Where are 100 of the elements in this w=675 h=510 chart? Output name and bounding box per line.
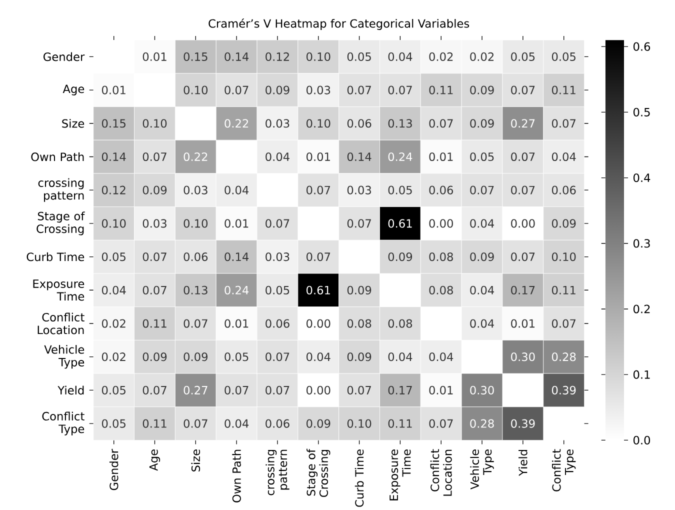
data-label: 0.02 bbox=[470, 52, 494, 62]
data-label: 0.12 bbox=[266, 52, 289, 62]
data-label: 0.07 bbox=[429, 419, 453, 428]
data-label: 0.04 bbox=[552, 152, 576, 162]
color-bar-label: 0.6 bbox=[633, 42, 650, 52]
data-label: 0.22 bbox=[184, 152, 208, 162]
y-tick-label: Conflict Location bbox=[38, 312, 84, 334]
data-label: 0.28 bbox=[470, 419, 494, 428]
y-tick-label: Size bbox=[62, 119, 84, 128]
data-label: 0.01 bbox=[429, 386, 453, 395]
data-label: 0.06 bbox=[266, 319, 290, 328]
data-label: 0.01 bbox=[142, 52, 166, 62]
data-label: 0.07 bbox=[142, 252, 166, 262]
data-label: 0.04 bbox=[224, 186, 249, 195]
data-label: 0.39 bbox=[511, 419, 535, 428]
data-label: 0.02 bbox=[429, 52, 453, 62]
data-label: 0.02 bbox=[102, 319, 126, 328]
data-label: 0.05 bbox=[511, 52, 535, 62]
color-bar-label: 0.4 bbox=[633, 174, 650, 182]
data-label: 0.07 bbox=[142, 286, 166, 295]
x-tick-label: Yield bbox=[518, 450, 528, 476]
data-label: 0.07 bbox=[511, 152, 535, 162]
data-label: 0.04 bbox=[266, 152, 290, 162]
data-label: 0.07 bbox=[184, 419, 208, 428]
data-label: 0.15 bbox=[184, 52, 208, 62]
x-tick-label: Age bbox=[149, 450, 160, 471]
data-label: 0.09 bbox=[142, 186, 167, 195]
data-label: 0.08 bbox=[388, 319, 412, 328]
data-label: 0.05 bbox=[224, 352, 248, 362]
data-label: 0.04 bbox=[388, 352, 412, 362]
data-label: 0.10 bbox=[184, 86, 208, 95]
data-label: 0.00 bbox=[306, 319, 330, 328]
data-label: 0.06 bbox=[184, 252, 208, 262]
data-label: 0.09 bbox=[470, 119, 494, 128]
data-label: 0.07 bbox=[224, 86, 248, 95]
data-label: 0.24 bbox=[224, 286, 249, 295]
y-tick-label: Age bbox=[62, 84, 84, 96]
x-tick-label: Exposure Time bbox=[390, 450, 411, 501]
data-label: 0.01 bbox=[224, 319, 248, 328]
data-label: 0.17 bbox=[511, 286, 535, 295]
data-label: 0.09 bbox=[347, 352, 372, 362]
data-label: 0.04 bbox=[388, 52, 412, 62]
data-label: 0.17 bbox=[388, 386, 412, 395]
data-label: 0.61 bbox=[388, 219, 412, 228]
data-label: 0.14 bbox=[224, 252, 249, 262]
data-label: 0.11 bbox=[388, 419, 412, 428]
data-label: 0.04 bbox=[306, 352, 330, 362]
data-label: 0.39 bbox=[552, 386, 576, 395]
data-label: 0.27 bbox=[184, 386, 208, 395]
data-label: 0.07 bbox=[511, 86, 535, 95]
y-tick-label: Own Path bbox=[31, 152, 84, 162]
data-label: 0.10 bbox=[184, 219, 208, 228]
y-tick-label: Gender bbox=[44, 52, 85, 62]
data-label: 0.07 bbox=[429, 119, 453, 128]
data-label: 0.03 bbox=[142, 219, 166, 228]
x-tick-label: Vehicle Type bbox=[470, 450, 494, 490]
x-tick-label: Gender bbox=[109, 449, 118, 490]
data-label: 0.04 bbox=[102, 286, 126, 295]
data-label: 0.04 bbox=[470, 286, 494, 295]
data-label: 0.05 bbox=[470, 152, 494, 162]
y-tick-label: Stage of Crossing bbox=[36, 212, 85, 236]
data-label: 0.11 bbox=[552, 286, 576, 295]
data-label: 0.07 bbox=[142, 386, 166, 395]
x-tick-label: Conflict Location bbox=[430, 449, 452, 496]
data-label: 0.09 bbox=[184, 352, 208, 362]
data-label: 0.07 bbox=[388, 86, 412, 95]
data-label: 0.09 bbox=[347, 286, 372, 295]
data-label: 0.24 bbox=[388, 152, 412, 162]
data-label: 0.06 bbox=[429, 186, 454, 195]
data-label: 0.01 bbox=[306, 152, 330, 162]
data-label: 0.09 bbox=[388, 252, 412, 262]
data-label: 0.07 bbox=[552, 319, 576, 328]
data-label: 0.00 bbox=[306, 386, 330, 395]
color-bar-label: 0.3 bbox=[633, 239, 650, 248]
x-tick-label: Own Path bbox=[232, 450, 241, 503]
data-label: 0.07 bbox=[224, 386, 248, 395]
data-label: 0.11 bbox=[552, 86, 576, 95]
data-label: 0.06 bbox=[347, 119, 372, 128]
data-label: 0.04 bbox=[470, 319, 494, 328]
chart-title: Cramér’s V Heatmap for Categorical Variables bbox=[208, 18, 470, 30]
data-label: 0.00 bbox=[511, 219, 535, 228]
data-label: 0.09 bbox=[470, 252, 494, 262]
data-label: 0.04 bbox=[429, 352, 454, 362]
data-label: 0.07 bbox=[511, 186, 535, 195]
data-label: 0.06 bbox=[266, 419, 290, 428]
y-tick-label: Vehicle Type bbox=[44, 345, 84, 369]
data-label: 0.14 bbox=[102, 152, 126, 162]
data-label: 0.61 bbox=[306, 286, 330, 295]
data-label: 0.07 bbox=[266, 386, 290, 395]
data-label: 0.01 bbox=[224, 219, 248, 228]
data-label: 0.03 bbox=[306, 86, 330, 95]
data-label: 0.10 bbox=[306, 119, 330, 128]
data-label: 0.07 bbox=[266, 219, 290, 228]
data-label: 0.27 bbox=[511, 119, 535, 128]
data-label: 0.04 bbox=[224, 419, 249, 428]
data-label: 0.07 bbox=[347, 386, 371, 395]
data-label: 0.07 bbox=[306, 186, 330, 195]
data-label: 0.12 bbox=[102, 186, 126, 195]
x-tick-label: Size bbox=[191, 450, 200, 472]
data-label: 0.11 bbox=[142, 419, 166, 428]
